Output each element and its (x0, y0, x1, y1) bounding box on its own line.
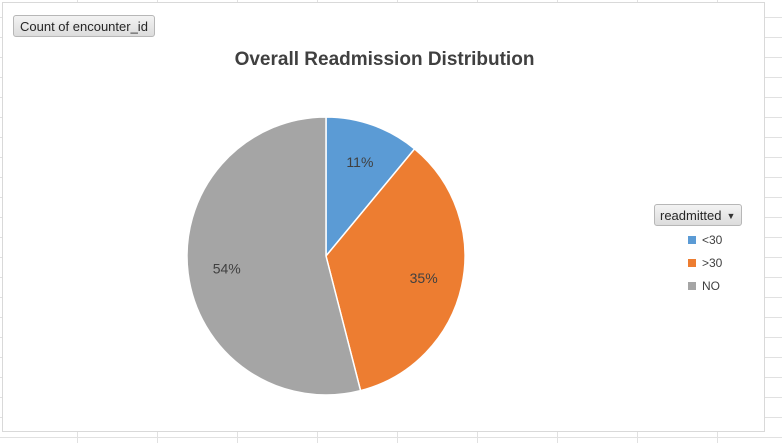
chart-title: Overall Readmission Distribution (234, 49, 535, 70)
pie-data-label-2: 35% (410, 270, 438, 286)
chart-legend: readmitted ▼ <30 >30 NO (654, 204, 743, 302)
pie-slice-2[interactable] (325, 147, 466, 392)
legend-swatch (688, 259, 696, 267)
legend-swatch (688, 236, 696, 244)
legend-items: <30 >30 NO (688, 233, 742, 302)
triangle-down-icon: ▼ (726, 211, 736, 221)
legend-item-label: NO (702, 279, 720, 293)
legend-swatch (688, 282, 696, 290)
legend-item-2: >30 (688, 256, 742, 279)
legend-item-3: NO (688, 279, 742, 302)
chart-area[interactable]: Count of encounter_id Overall Readmissio… (2, 2, 765, 432)
legend-filter-label: readmitted (660, 208, 722, 223)
legend-item-label: <30 (702, 233, 723, 247)
pie-chart: 11% 35% 54% (186, 116, 466, 396)
value-field-button[interactable]: Count of encounter_id (13, 15, 155, 37)
pie-slice-1[interactable] (325, 116, 416, 259)
legend-item-label: >30 (702, 256, 723, 270)
legend-item-1: <30 (688, 233, 742, 256)
pie-data-label-3: 54% (213, 261, 241, 277)
readmitted-filter-button[interactable]: readmitted ▼ (654, 204, 743, 226)
pie-data-label-1: 11% (346, 154, 373, 170)
pie-slice-3[interactable] (186, 116, 362, 396)
